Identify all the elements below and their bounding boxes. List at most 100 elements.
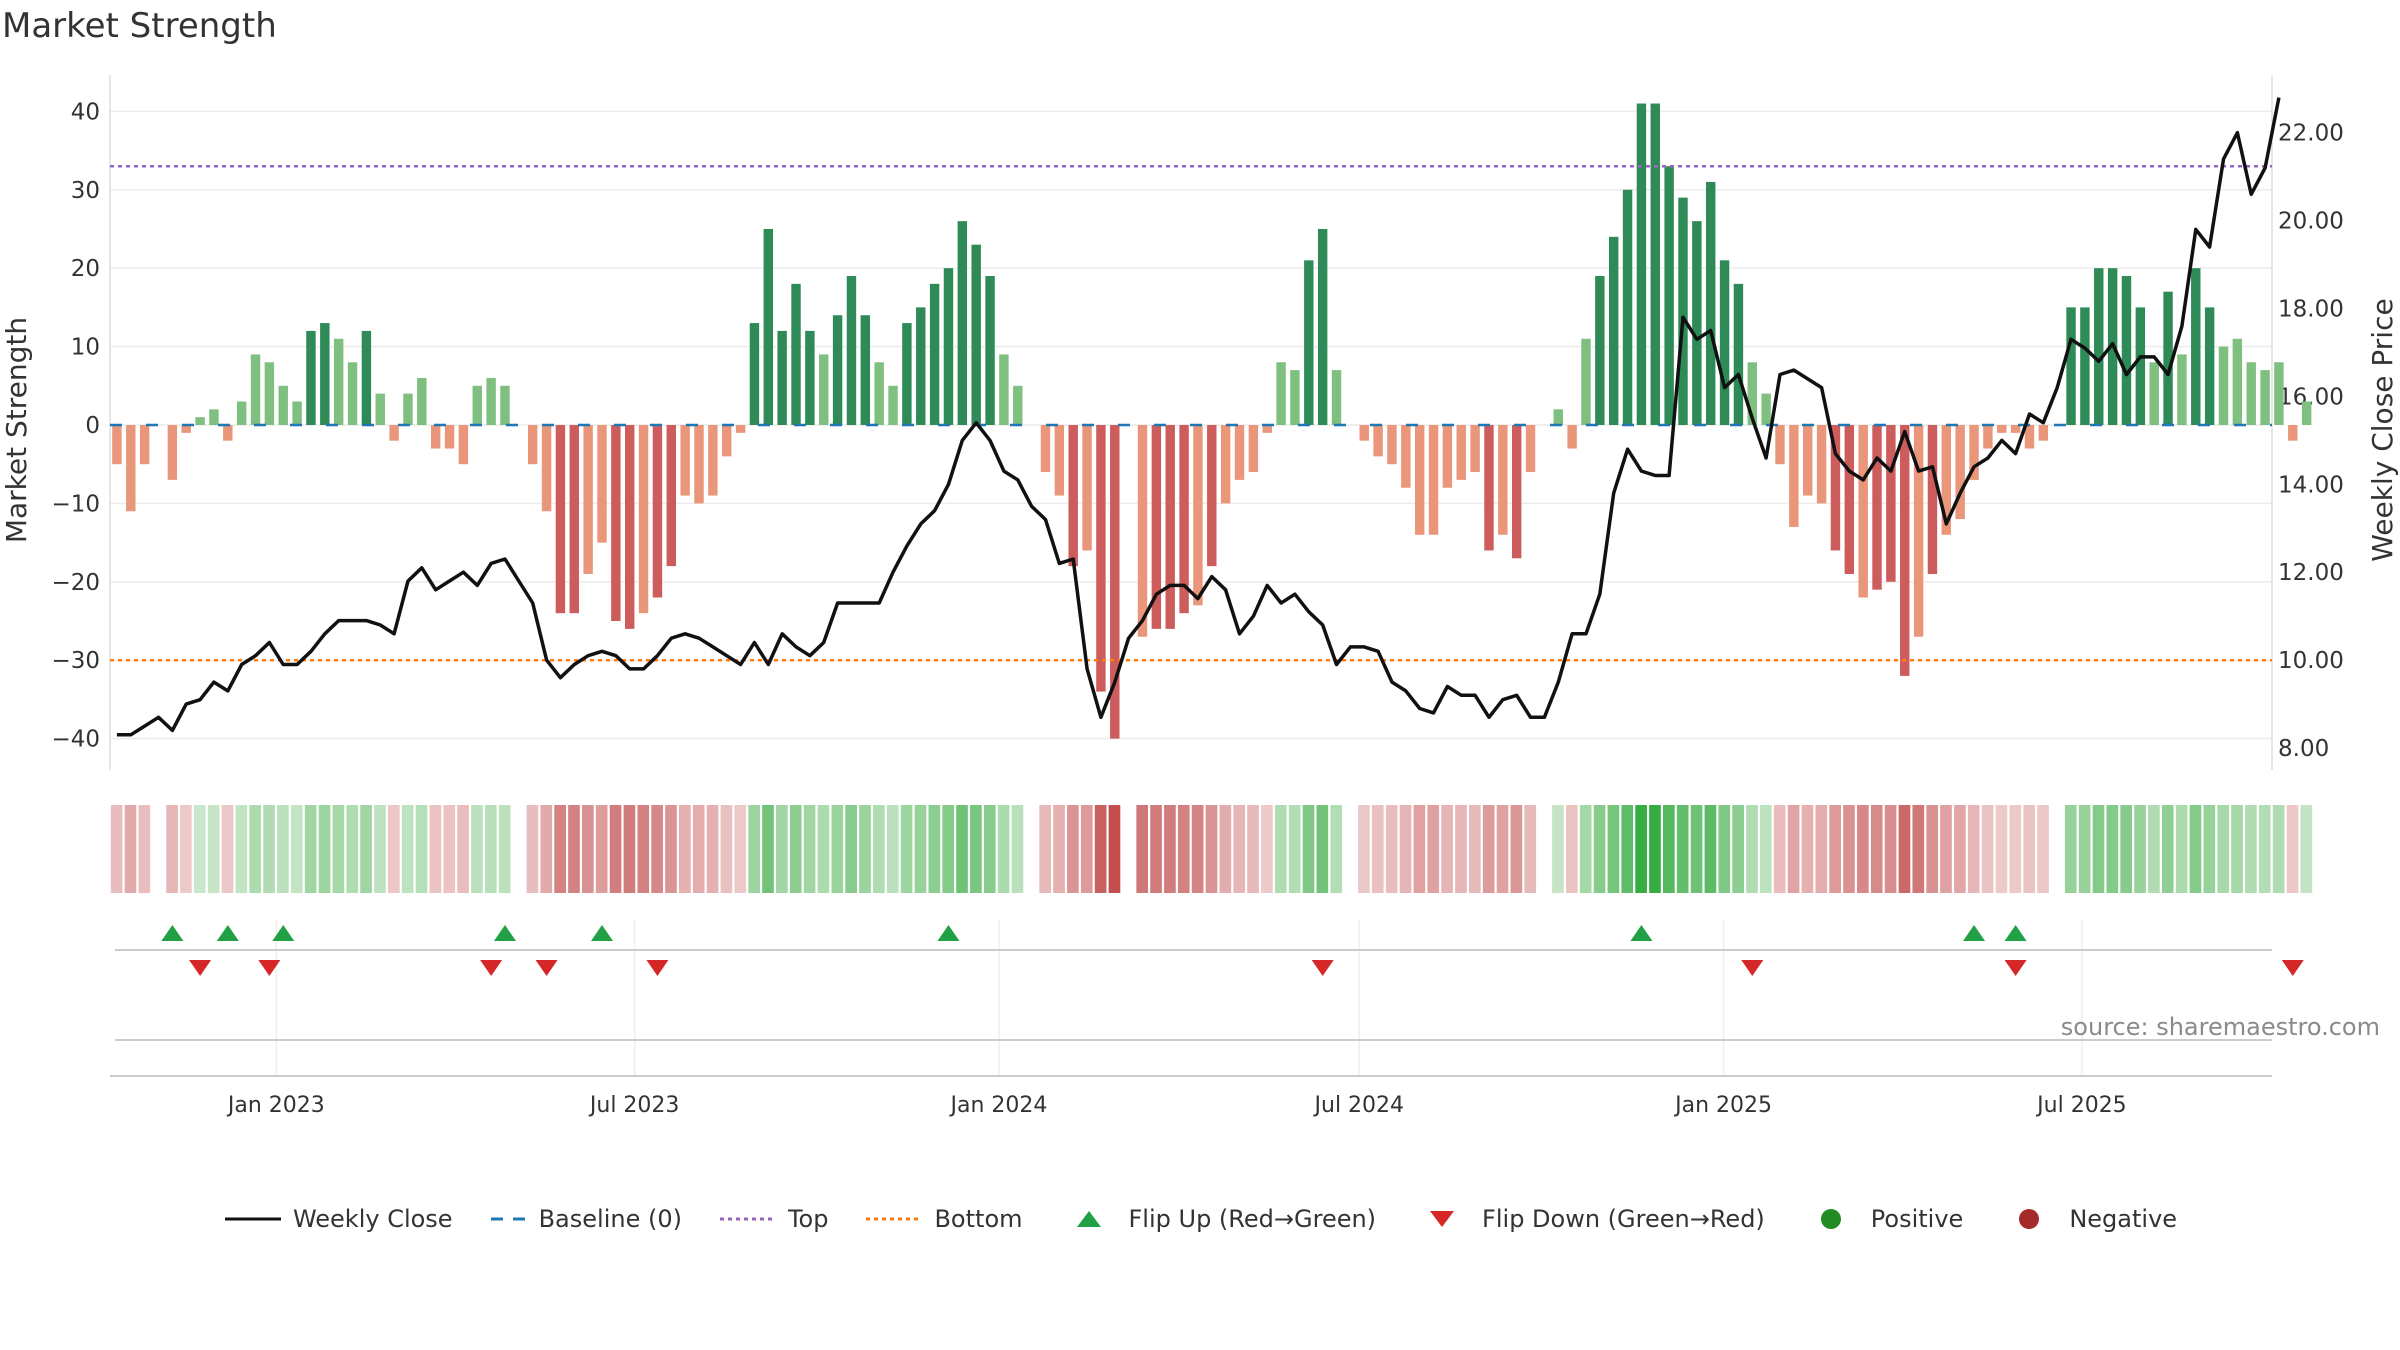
strength-heat-cell <box>1039 805 1052 893</box>
strength-heat-cell <box>845 805 857 893</box>
strength-bar <box>417 377 427 425</box>
strength-heat-cell <box>1995 805 2008 893</box>
strength-heat-cell <box>1760 805 1772 893</box>
strength-bar <box>527 425 538 465</box>
strength-bar <box>167 425 178 480</box>
strength-heat-cell <box>609 805 622 893</box>
strength-heat-cell <box>471 805 483 893</box>
x-tick-label: Jan 2024 <box>949 1093 1048 1118</box>
strength-heat-cell <box>2064 805 2077 893</box>
strength-heat-cell <box>679 805 691 893</box>
strength-bar <box>1387 425 1397 465</box>
strength-bar <box>2121 276 2132 425</box>
strength-heat-cell <box>1371 805 1384 893</box>
strength-heat-cell <box>595 805 608 893</box>
strength-heat-cell <box>360 805 372 893</box>
strength-bar <box>1719 260 1730 425</box>
legend-label: Bottom <box>934 1205 1023 1233</box>
strength-heat-cell <box>415 805 428 893</box>
strength-heat-cell <box>249 805 262 893</box>
strength-bar <box>306 330 316 425</box>
strength-bar <box>1553 409 1563 425</box>
strength-heat-cell <box>2272 805 2285 893</box>
flip-down-marker <box>1741 960 1764 976</box>
legend-symbol <box>1076 1211 1101 1227</box>
strength-bar <box>1193 425 1203 606</box>
strength-heat-cell <box>263 805 275 893</box>
strength-bar <box>361 330 372 425</box>
strength-heat-cell <box>2106 805 2119 893</box>
left-axis-title: Market Strength <box>0 317 33 543</box>
strength-heat-cell <box>318 805 331 893</box>
strength-bar <box>1456 425 1466 480</box>
strength-bar <box>2218 346 2229 425</box>
strength-bar <box>680 425 690 496</box>
strength-bar <box>1401 425 1411 488</box>
strength-bar <box>430 425 441 449</box>
strength-bar <box>1317 228 1328 425</box>
strength-heat-cell <box>1579 805 1592 893</box>
strength-heat-cell <box>2037 805 2049 893</box>
strength-bar <box>1373 425 1383 457</box>
legend-label: Flip Up (Red→Green) <box>1128 1205 1377 1233</box>
legend-label: Negative <box>2069 1205 2178 1233</box>
strength-bar <box>1941 425 1952 535</box>
strength-bar <box>541 425 552 512</box>
strength-heat-cell <box>2217 805 2230 893</box>
strength-bar <box>916 307 926 425</box>
strength-bar <box>971 244 981 425</box>
legend-symbol <box>1820 1209 1841 1229</box>
strength-bar <box>2260 370 2270 425</box>
strength-bar <box>2163 291 2173 425</box>
strength-bar <box>1983 425 1993 449</box>
strength-heat-cell <box>1718 805 1731 893</box>
strength-bar <box>2246 362 2256 425</box>
strength-bar <box>458 425 469 465</box>
strength-heat-cell <box>1981 805 1994 893</box>
strength-bar <box>1304 260 1314 425</box>
strength-bar <box>1858 425 1868 598</box>
strength-bar <box>638 425 649 614</box>
strength-bar <box>1248 425 1259 473</box>
strength-heat-cell <box>1399 805 1412 893</box>
strength-heat-cell <box>817 805 830 893</box>
x-tick-label: Jul 2025 <box>2035 1093 2127 1118</box>
strength-bar <box>860 315 871 425</box>
strength-heat-cell <box>1191 805 1204 893</box>
strength-heat-cell <box>789 805 802 893</box>
strength-bar <box>1082 425 1092 551</box>
strength-bar <box>832 315 843 425</box>
strength-heat-cell <box>762 805 774 893</box>
strength-heat-cell <box>1593 805 1606 893</box>
strength-heat-cell <box>2231 805 2243 893</box>
strength-heat-cell <box>138 805 151 893</box>
strength-heat-cell <box>2161 805 2174 893</box>
strength-heat-cell <box>1261 805 1273 893</box>
left-tick-label: −40 <box>51 727 100 753</box>
flip-up-marker <box>216 925 239 941</box>
strength-bar <box>209 409 219 425</box>
strength-heat-cell <box>498 805 511 893</box>
strength-bar <box>1595 276 1605 425</box>
strength-bar <box>2301 401 2312 425</box>
strength-heat-cell <box>2023 805 2035 893</box>
flip-down-marker <box>535 960 558 976</box>
strength-bar <box>1622 189 1633 425</box>
left-tick-label: 30 <box>71 178 100 204</box>
right-axis-title: Weekly Close Price <box>2366 298 2399 561</box>
strength-bar <box>749 323 760 425</box>
strength-bar <box>1151 425 1162 629</box>
strength-heat-cell <box>637 805 650 893</box>
flip-up-marker <box>272 925 295 941</box>
flip-up-marker <box>590 925 613 941</box>
strength-heat-cell <box>2189 805 2202 893</box>
left-tick-label: 10 <box>71 335 100 361</box>
strength-heat-cell <box>166 805 178 893</box>
strength-bar <box>472 385 482 425</box>
strength-heat-cell <box>374 805 386 893</box>
x-tick-label: Jan 2023 <box>226 1093 325 1118</box>
strength-heat-cell <box>290 805 303 893</box>
strength-bar <box>1761 393 1771 425</box>
strength-heat-cell <box>1510 805 1523 893</box>
legend-label: Top <box>787 1205 829 1233</box>
